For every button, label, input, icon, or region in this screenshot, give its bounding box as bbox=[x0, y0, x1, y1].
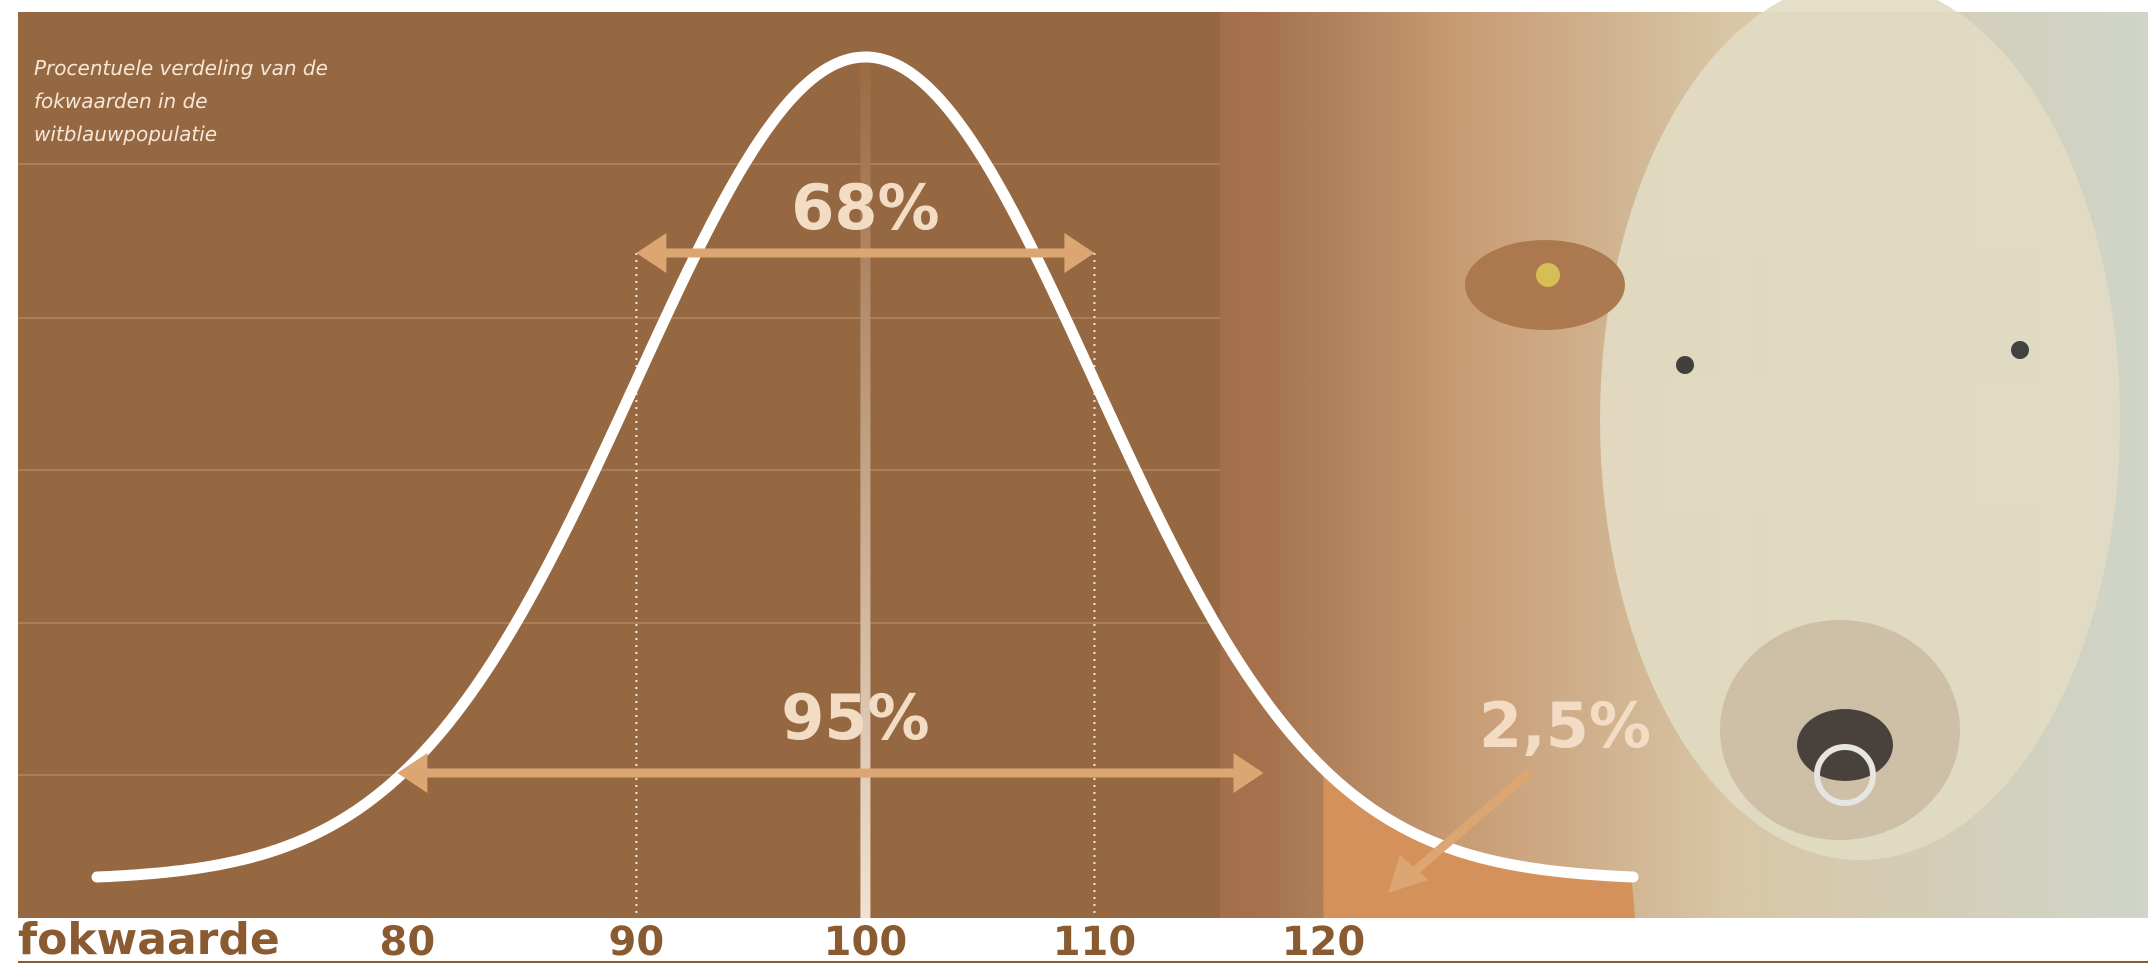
x-axis-label: fokwaarde bbox=[18, 914, 280, 965]
annotation: 2,5% bbox=[1479, 689, 1651, 762]
x-tick-label: 90 bbox=[609, 919, 665, 965]
annotation: 95% bbox=[781, 681, 929, 754]
annotation: 68% bbox=[791, 171, 939, 244]
page: 68% 95% 2,5% fokwaarde 80 90 100 110 120 Procent… bbox=[0, 0, 2148, 966]
chart-title: Procentuele verdeling van de fokwaarden … bbox=[34, 52, 364, 151]
x-tick-label: 110 bbox=[1053, 919, 1137, 965]
panel-edge bbox=[1220, 12, 1280, 918]
x-tick-label: 120 bbox=[1282, 919, 1366, 965]
x-tick-label: 100 bbox=[824, 919, 908, 965]
x-tick-label: 80 bbox=[380, 919, 436, 965]
